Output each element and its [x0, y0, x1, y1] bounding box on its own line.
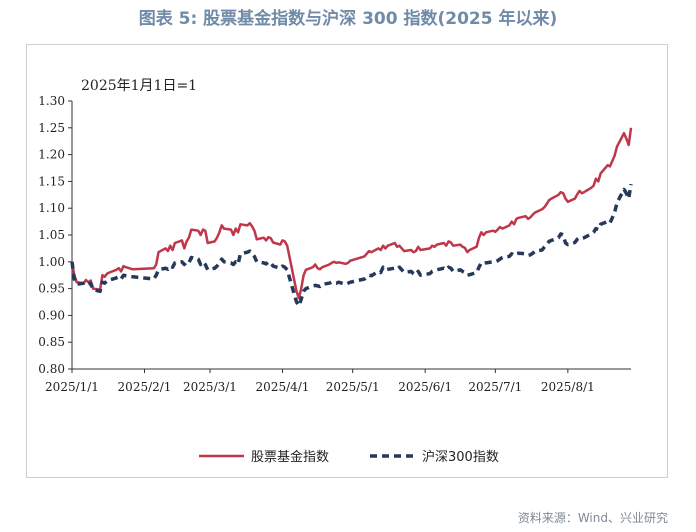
x-tick-label: 2025/1/1: [45, 380, 99, 394]
chart-title: 图表 5: 股票基金指数与沪深 300 指数(2025 年以来): [138, 9, 558, 29]
y-tick-label: 0.80: [38, 362, 65, 376]
y-tick-label: 0.90: [38, 308, 65, 322]
line-chart: 0.80 0.85 0.90 0.95 1.00 1.05 1.10 1.15 1.20 1.25…: [38, 78, 633, 465]
x-tick-label: 2025/8/1: [541, 380, 595, 394]
x-tick-label: 2025/3/1: [183, 380, 237, 394]
y-tick-label: 0.95: [38, 282, 65, 296]
chart-frame: 0.80 0.85 0.90 0.95 1.00 1.05 1.10 1.15 1.20 1.25…: [26, 44, 668, 478]
y-tick-label: 1.05: [38, 228, 65, 242]
y-tick-label: 1.10: [38, 201, 65, 215]
y-tick-label: 1.30: [38, 94, 65, 108]
series-lines: [70, 127, 633, 308]
x-tick-label: 2025/6/1: [398, 380, 452, 394]
legend: 股票基金指数 沪深300指数: [199, 449, 499, 465]
x-tick-label: 2025/7/1: [468, 380, 522, 394]
y-tick-label: 1.20: [38, 148, 65, 162]
legend-label-fund: 股票基金指数: [251, 449, 329, 465]
base-annotation: 2025年1月1日=1: [81, 78, 197, 94]
source-note: 资料来源：Wind、兴业研究: [517, 511, 668, 525]
legend-label-hs300: 沪深300指数: [422, 449, 499, 465]
x-tick-label: 2025/5/1: [326, 380, 380, 394]
fund-index-line: [70, 127, 633, 300]
x-tick-label: 2025/2/1: [118, 380, 172, 394]
y-tick-label: 1.25: [38, 121, 65, 135]
y-tick-label: 1.15: [38, 174, 65, 188]
y-tick-label: 0.85: [38, 335, 65, 349]
y-tick-label: 1.00: [38, 255, 65, 269]
x-tick-label: 2025/4/1: [256, 380, 310, 394]
axes: 0.80 0.85 0.90 0.95 1.00 1.05 1.10 1.15 1.20 1.25…: [38, 94, 631, 394]
